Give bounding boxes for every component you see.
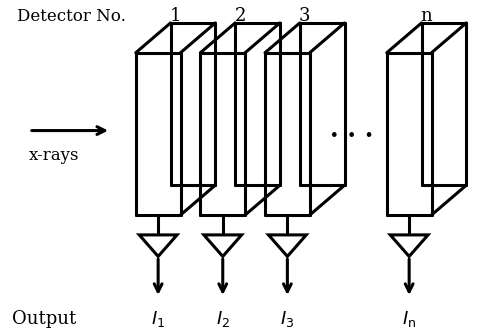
Polygon shape xyxy=(200,53,245,215)
Polygon shape xyxy=(422,23,467,185)
Text: n: n xyxy=(420,7,432,25)
Polygon shape xyxy=(180,23,216,215)
Text: Output: Output xyxy=(12,310,76,328)
Text: $I_3$: $I_3$ xyxy=(280,309,294,329)
Text: 2: 2 xyxy=(234,7,246,25)
Polygon shape xyxy=(300,23,344,185)
Polygon shape xyxy=(245,23,280,215)
Polygon shape xyxy=(140,235,177,257)
Text: 1: 1 xyxy=(170,7,181,25)
Text: 3: 3 xyxy=(299,7,310,25)
Polygon shape xyxy=(235,23,280,185)
Polygon shape xyxy=(136,23,216,53)
Text: $I_{\mathrm{n}}$: $I_{\mathrm{n}}$ xyxy=(402,309,416,329)
Text: x-rays: x-rays xyxy=(29,147,80,164)
Text: $I_2$: $I_2$ xyxy=(216,309,230,329)
Polygon shape xyxy=(268,235,306,257)
Polygon shape xyxy=(204,235,242,257)
Polygon shape xyxy=(170,23,216,185)
Text: Detector No.: Detector No. xyxy=(16,8,126,25)
Polygon shape xyxy=(265,23,344,53)
Polygon shape xyxy=(387,23,466,53)
Polygon shape xyxy=(387,53,432,215)
Polygon shape xyxy=(136,53,180,215)
Polygon shape xyxy=(200,23,280,53)
Polygon shape xyxy=(310,23,344,215)
Text: $I_1$: $I_1$ xyxy=(151,309,165,329)
Polygon shape xyxy=(432,23,466,215)
Polygon shape xyxy=(390,235,428,257)
Text: · · ·: · · · xyxy=(330,124,374,148)
Polygon shape xyxy=(265,53,310,215)
